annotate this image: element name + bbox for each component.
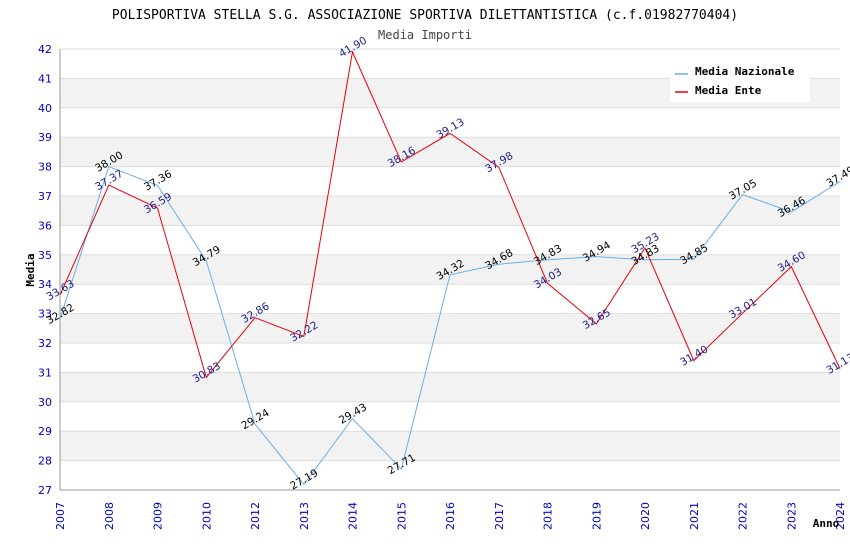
x-tick-label: 2009: [152, 502, 165, 530]
grid-band: [60, 166, 840, 196]
y-tick-label: 41: [38, 72, 52, 85]
legend-label-nazionale: Media Nazionale: [695, 65, 795, 78]
x-tick-label: 2017: [493, 502, 506, 530]
y-tick-label: 37: [38, 190, 52, 203]
chart-subtitle: Media Importi: [378, 28, 472, 42]
x-tick-label: 2019: [590, 502, 603, 530]
y-tick-label: 27: [38, 484, 52, 497]
y-tick-label: 38: [38, 161, 52, 174]
grid-band: [60, 372, 840, 402]
grid-band: [60, 137, 840, 167]
x-tick-label: 2024: [834, 502, 847, 530]
legend-label-ente: Media Ente: [695, 84, 762, 97]
y-tick-label: 31: [38, 366, 52, 379]
grid-bands: [60, 48, 840, 491]
x-tick-label: 2013: [298, 502, 311, 530]
y-tick-label: 30: [38, 396, 52, 409]
grid-band: [60, 254, 840, 285]
grid-band: [60, 460, 840, 490]
x-axis-label: Anno: [813, 517, 840, 530]
grid-band: [60, 284, 840, 314]
grid-band: [60, 343, 840, 373]
legend: Media Nazionale Media Ente: [670, 60, 810, 102]
y-tick-label: 33: [38, 308, 52, 321]
x-tick-label: 2023: [785, 502, 798, 530]
x-axis-ticks: 2007 2008 2009 2010 2012 2013 2014 2015 2016 2017…: [54, 502, 847, 530]
x-tick-label: 2016: [444, 502, 457, 530]
y-tick-label: 35: [38, 249, 52, 262]
grid-band: [60, 431, 840, 461]
grid-band: [60, 196, 840, 226]
grid-band: [60, 107, 840, 138]
y-tick-label: 39: [38, 131, 52, 144]
y-tick-label: 42: [38, 43, 52, 56]
x-tick-label: 2010: [200, 502, 213, 530]
series-line-media-ente: [59, 50, 841, 379]
series-line-media-nazionale: [59, 165, 841, 486]
y-tick-label: 40: [38, 102, 52, 115]
x-tick-label: 2008: [103, 502, 116, 530]
x-tick-label: 2015: [395, 502, 408, 530]
grid-band: [60, 313, 840, 343]
y-tick-label: 34: [38, 278, 52, 291]
y-tick-label: 36: [38, 219, 52, 232]
grid-band: [60, 401, 840, 432]
x-tick-label: 2007: [54, 502, 67, 530]
x-tick-label: 2020: [639, 502, 652, 530]
x-tick-label: 2021: [688, 502, 701, 530]
y-tick-label: 32: [38, 337, 52, 350]
y-tick-label: 28: [38, 455, 52, 468]
y-axis-ticks: 27 28 29 30 31 32 33 34 35 36 37 38 39 40 41 42: [38, 43, 52, 497]
x-tick-label: 2018: [542, 502, 555, 530]
chart-title: POLISPORTIVA STELLA S.G. ASSOCIAZIONE SP…: [112, 8, 738, 23]
legend-box: [670, 60, 810, 102]
x-tick-label: 2012: [249, 502, 262, 530]
y-tick-label: 29: [38, 425, 52, 438]
x-tick-label: 2014: [347, 502, 360, 530]
series-lines: [59, 50, 841, 486]
grid-band: [60, 225, 840, 255]
x-tick-label: 2022: [737, 502, 750, 530]
y-axis-label: Media: [24, 253, 37, 286]
